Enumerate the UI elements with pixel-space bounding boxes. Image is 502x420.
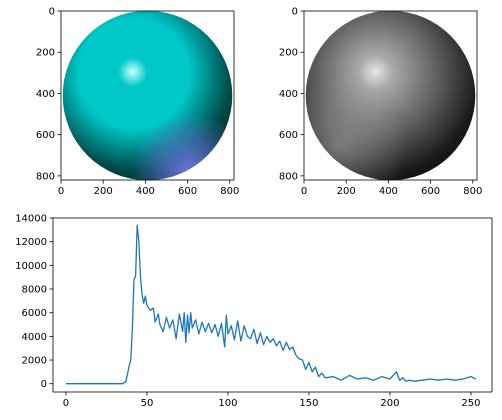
x-tick-label: 400 <box>379 186 398 197</box>
y-tick-label: 0 <box>49 7 55 18</box>
y-tick-label: 4000 <box>22 332 47 343</box>
chart-panel-3: 0 50 100 150 200 250 0 2000 4000 6000 8000 10000 120… <box>15 214 493 409</box>
y-tick-label: 800 <box>279 171 298 182</box>
y-tick-label: 12000 <box>15 237 47 248</box>
axes-frame <box>60 10 235 181</box>
y-tick-label: 600 <box>36 130 55 141</box>
axes-frame <box>52 217 493 393</box>
x-tick-label: 800 <box>463 186 482 197</box>
x-tick-label: 250 <box>461 398 480 409</box>
y-tick-label: 0 <box>41 379 47 390</box>
y-tick-label: 6000 <box>22 308 47 319</box>
x-tick-label: 600 <box>421 186 440 197</box>
y-tick-label: 0 <box>292 7 298 18</box>
x-tick-label: 0 <box>63 398 69 409</box>
y-tick-label: 10000 <box>15 261 47 272</box>
sphere-color-tint <box>62 10 233 181</box>
x-tick-label: 200 <box>337 186 356 197</box>
x-tick-label: 0 <box>301 186 307 197</box>
x-tick-label: 800 <box>220 186 239 197</box>
x-tick-label: 100 <box>218 398 237 409</box>
x-tick-label: 0 <box>58 186 64 197</box>
x-tick-label: 150 <box>299 398 318 409</box>
y-tick-label: 200 <box>36 48 55 59</box>
histogram-line <box>66 224 477 385</box>
y-tick-label: 600 <box>279 130 298 141</box>
sphere-gray-rim <box>305 10 476 181</box>
y-tick-label: 800 <box>36 171 55 182</box>
y-tick-label: 8000 <box>22 285 47 296</box>
x-tick-label: 200 <box>380 398 399 409</box>
x-tick-label: 50 <box>141 398 154 409</box>
x-tick-label: 600 <box>178 186 197 197</box>
x-tick-label: 200 <box>94 186 113 197</box>
x-tick-label: 400 <box>136 186 155 197</box>
axes-frame <box>303 10 478 181</box>
y-tick-label: 2000 <box>22 356 47 367</box>
y-tick-label: 200 <box>279 48 298 59</box>
y-tick-label: 400 <box>279 89 298 100</box>
y-tick-label: 14000 <box>15 214 47 225</box>
y-tick-label: 400 <box>36 89 55 100</box>
